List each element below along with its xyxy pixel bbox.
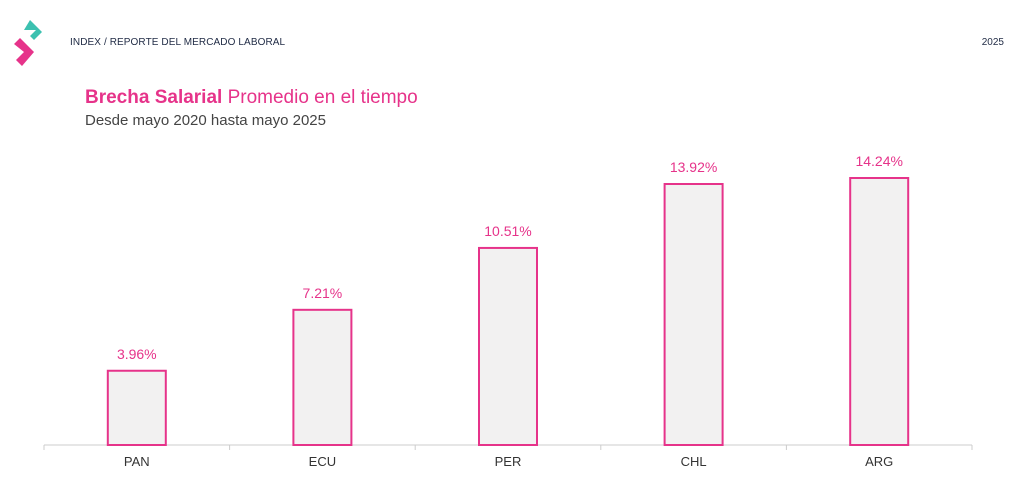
chart-title-bold: Brecha Salarial — [85, 87, 223, 108]
report-year: 2025 — [981, 37, 1004, 48]
x-tick-label: PER — [495, 454, 522, 469]
bar-value-label: 7.21% — [303, 285, 343, 301]
x-tick-label: ARG — [865, 454, 893, 469]
bar-value-label: 10.51% — [484, 223, 531, 239]
chart-title-rest: Promedio en el tiempo — [222, 87, 418, 108]
bar-value-label: 3.96% — [117, 346, 157, 362]
bar-arg — [849, 177, 910, 446]
bar-per — [478, 246, 538, 446]
chart-title: Brecha Salarial Promedio en el tiempo — [85, 87, 418, 109]
brand-logo-icon — [14, 20, 42, 66]
bar-ecu — [292, 308, 353, 446]
bar-pan — [106, 369, 167, 446]
x-tick-label: ECU — [309, 454, 336, 469]
bar-chl — [663, 183, 724, 446]
x-tick-label: CHL — [681, 454, 707, 469]
chart-subtitle: Desde mayo 2020 hasta mayo 2025 — [85, 112, 326, 129]
x-tick-label: PAN — [124, 454, 150, 469]
bar-value-label: 14.24% — [855, 153, 902, 169]
bar-value-label: 13.92% — [670, 159, 717, 175]
report-header-title: INDEX / REPORTE DEL MERCADO LABORAL — [70, 37, 286, 48]
